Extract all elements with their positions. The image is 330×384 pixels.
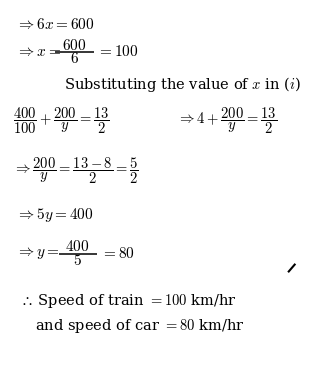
Text: $\Rightarrow 5y = 400$: $\Rightarrow 5y = 400$ — [16, 206, 94, 224]
Text: $\Rightarrow x =$: $\Rightarrow x =$ — [16, 45, 62, 59]
Text: $= 80$: $= 80$ — [101, 246, 135, 261]
Text: $600$: $600$ — [62, 38, 86, 53]
Text: $6$: $6$ — [70, 51, 79, 66]
Text: $5$: $5$ — [73, 253, 82, 268]
Text: $\Rightarrow 6x = 600$: $\Rightarrow 6x = 600$ — [16, 17, 95, 33]
Text: $\therefore\;$Speed of train $= 100$ km/hr: $\therefore\;$Speed of train $= 100$ km/… — [20, 293, 236, 310]
Text: $= 100$: $= 100$ — [97, 44, 139, 60]
Text: and speed of car $= 80$ km/hr: and speed of car $= 80$ km/hr — [35, 318, 244, 335]
Text: $400$: $400$ — [65, 239, 90, 254]
Text: $\dfrac{400}{100}+\dfrac{200}{y}=\dfrac{13}{2}$: $\dfrac{400}{100}+\dfrac{200}{y}=\dfrac{… — [13, 106, 110, 136]
Text: $\Rightarrow\dfrac{200}{y}=\dfrac{13-8}{2}=\dfrac{5}{2}$: $\Rightarrow\dfrac{200}{y}=\dfrac{13-8}{… — [13, 156, 139, 186]
Text: $\Rightarrow y =$: $\Rightarrow y =$ — [16, 245, 60, 262]
Text: $\Rightarrow 4+\dfrac{200}{y}=\dfrac{13}{2}$: $\Rightarrow 4+\dfrac{200}{y}=\dfrac{13}… — [177, 106, 277, 136]
Text: Substituting the value of $x$ in ($i$): Substituting the value of $x$ in ($i$) — [64, 75, 301, 94]
